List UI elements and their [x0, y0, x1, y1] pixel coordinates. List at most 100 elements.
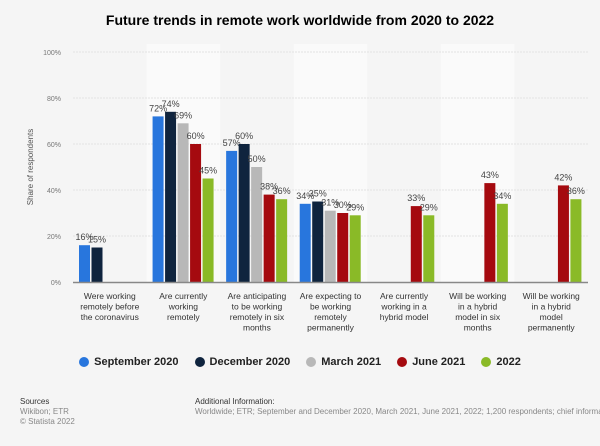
x-tick-label: Are currently — [159, 291, 208, 301]
chart-title: Future trends in remote work worldwide f… — [105, 12, 495, 28]
y-tick-label: 80% — [47, 96, 61, 103]
legend-item[interactable]: 2022 — [481, 356, 521, 368]
x-tick-label: remotely — [314, 312, 347, 322]
bar — [226, 150, 238, 282]
x-tick-label: in a hybrid — [532, 302, 571, 312]
x-tick-label: Were working — [84, 291, 136, 301]
legend-marker — [306, 357, 317, 367]
x-tick-label: to be working — [232, 302, 283, 312]
bar — [324, 210, 336, 282]
bar — [263, 194, 275, 282]
y-tick-label: 60% — [47, 142, 61, 149]
bar — [349, 215, 361, 282]
data-label: 29% — [420, 202, 438, 212]
y-tick-label: 0% — [51, 280, 61, 287]
bar — [337, 213, 349, 282]
legend-item[interactable]: December 2020 — [194, 356, 291, 368]
data-label: 34% — [493, 191, 511, 201]
x-tick-label: Are currently — [380, 291, 429, 301]
data-label: 31% — [321, 198, 339, 208]
data-label: 38% — [260, 182, 278, 192]
data-label: 57% — [223, 138, 241, 148]
bar — [152, 116, 164, 283]
x-tick-label: the coronavirus — [81, 312, 139, 322]
data-label: 35% — [309, 189, 327, 199]
data-label: 36% — [273, 186, 291, 196]
legend-label: December 2020 — [209, 356, 291, 368]
bar — [570, 199, 582, 282]
bar — [190, 144, 202, 282]
x-tick-label: remotely before — [80, 302, 139, 312]
bar-chart: 0% 20% 40% 60% 80% 100% Share of respondents 16… — [26, 50, 588, 333]
bar — [238, 144, 250, 282]
data-label: 50% — [248, 154, 266, 164]
data-label: 29% — [346, 202, 364, 212]
sources: Sources Wikibon; ETR © Statista 2022 — [20, 397, 75, 427]
x-tick-label: model in six — [455, 312, 501, 322]
data-label: 30% — [334, 200, 352, 210]
bar — [423, 215, 435, 282]
copyright: © Statista 2022 — [20, 417, 75, 426]
legend-label: June 2021 — [412, 356, 466, 368]
legend-item[interactable]: June 2021 — [397, 356, 465, 368]
x-tick-label: months — [464, 323, 492, 333]
data-label: 45% — [199, 166, 217, 176]
data-label: 33% — [407, 193, 425, 203]
x-tick-label: Are anticipating — [228, 291, 287, 301]
info-text: Worldwide; ETR; September and December 2… — [195, 407, 600, 416]
x-tick-label: permanently — [307, 323, 355, 333]
data-label: 36% — [567, 186, 585, 196]
sources-title: Sources — [20, 397, 50, 406]
bar — [312, 201, 324, 282]
additional-info: Additional Information: Worldwide; ETR; … — [195, 397, 600, 417]
bar — [202, 178, 214, 282]
data-label: 72% — [149, 103, 167, 113]
x-tick-label: working — [168, 302, 199, 312]
bar — [496, 203, 508, 282]
bar — [251, 167, 263, 282]
data-label: 42% — [554, 172, 572, 182]
bar — [276, 199, 288, 282]
data-label: 60% — [235, 131, 253, 141]
x-tick-label: model — [540, 312, 563, 322]
data-label: 34% — [296, 191, 314, 201]
data-label: 69% — [174, 110, 192, 120]
bar — [484, 183, 496, 282]
sources-text[interactable]: Wikibon; ETR — [20, 407, 69, 416]
legend-marker — [481, 357, 492, 367]
data-label: 43% — [481, 170, 499, 180]
x-tick-label: in a hybrid — [458, 302, 497, 312]
x-tick-label: working in a — [380, 302, 427, 312]
x-tick-label: remotely — [167, 312, 200, 322]
y-axis-label: Share of respondents — [26, 129, 35, 206]
legend-item[interactable]: March 2021 — [306, 356, 381, 368]
data-label: 74% — [162, 99, 180, 109]
legend-label: 2022 — [496, 356, 521, 368]
legend-marker — [79, 357, 90, 367]
x-tick-label: months — [243, 323, 271, 333]
y-tick-label: 20% — [47, 234, 61, 241]
x-tick-label: Will be working — [449, 291, 506, 301]
x-tick-label: remotely in six — [230, 312, 285, 322]
legend: September 2020 December 2020 March 2021 Jun… — [0, 356, 600, 368]
x-tick-label: be working — [310, 302, 351, 312]
bar — [299, 203, 311, 282]
x-tick-label: Are expecting to — [300, 291, 362, 301]
y-tick-label: 100% — [43, 50, 61, 57]
legend-label: September 2020 — [94, 356, 179, 368]
legend-item[interactable]: September 2020 — [79, 356, 179, 368]
x-tick-label: permanently — [528, 323, 576, 333]
bar — [177, 123, 189, 282]
bar — [165, 111, 177, 282]
data-label: 15% — [88, 235, 106, 245]
legend-marker — [397, 357, 408, 367]
data-label: 60% — [187, 131, 205, 141]
bar — [557, 185, 569, 282]
legend-label: March 2021 — [321, 356, 382, 368]
bar — [79, 245, 90, 282]
y-tick-label: 40% — [47, 188, 61, 195]
bar — [410, 206, 422, 282]
x-tick-label: hybrid model — [380, 312, 429, 322]
data-label: 16% — [75, 232, 93, 242]
info-title: Additional Information: — [195, 397, 275, 406]
